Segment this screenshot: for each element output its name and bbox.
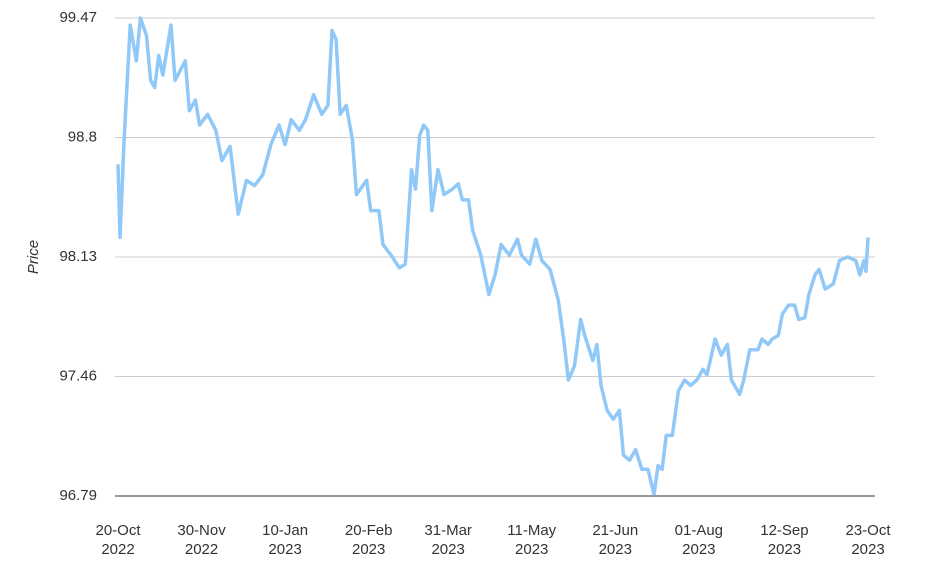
price-line — [116, 16, 870, 496]
x-tick-label: 20-Feb 2023 — [344, 522, 393, 558]
y-tick-label: 97.46 — [59, 367, 97, 384]
x-tick-label: 11-May 2023 — [507, 522, 557, 558]
x-tick-label: 21-Jun 2023 — [592, 522, 639, 558]
y-tick-label: 98.8 — [68, 128, 97, 145]
x-tick-label: 01-Aug 2023 — [674, 522, 724, 558]
x-tick-label: 20-Oct 2022 — [95, 522, 141, 558]
y-tick-label: 99.47 — [59, 9, 97, 26]
x-tick-label: 30-Nov 2022 — [177, 522, 226, 558]
y-axis-label: Price — [25, 240, 42, 274]
x-tick-label: 10-Jan 2023 — [262, 522, 309, 558]
x-tick-label: 31-Mar 2023 — [424, 522, 472, 558]
y-tick-label: 96.79 — [59, 487, 97, 504]
y-tick-label: 98.13 — [59, 248, 97, 265]
x-tick-label: 12-Sep 2023 — [760, 522, 809, 558]
x-tick-label: 23-Oct 2023 — [845, 522, 891, 558]
